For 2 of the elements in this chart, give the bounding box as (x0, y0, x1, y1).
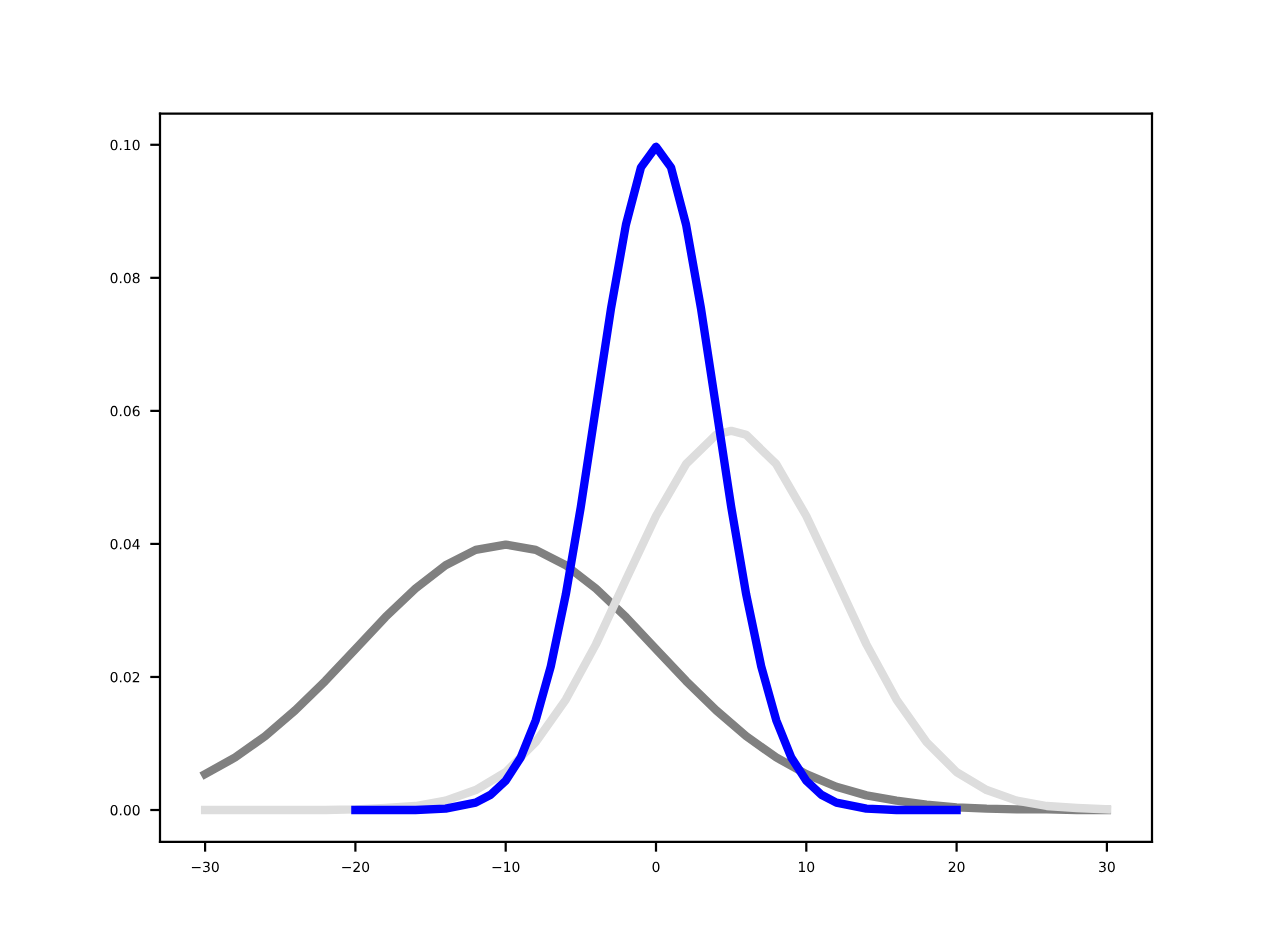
line-series (200, 426, 1112, 815)
line-series (351, 142, 961, 815)
